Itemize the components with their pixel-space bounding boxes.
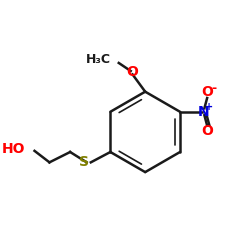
Text: -: - <box>211 82 216 94</box>
Text: O: O <box>201 85 213 99</box>
Text: H₃C: H₃C <box>86 53 111 66</box>
Text: O: O <box>201 124 213 138</box>
Text: S: S <box>79 155 89 169</box>
Text: O: O <box>126 65 138 79</box>
Text: N: N <box>198 105 209 119</box>
Text: HO: HO <box>2 142 25 156</box>
Text: +: + <box>205 102 213 112</box>
